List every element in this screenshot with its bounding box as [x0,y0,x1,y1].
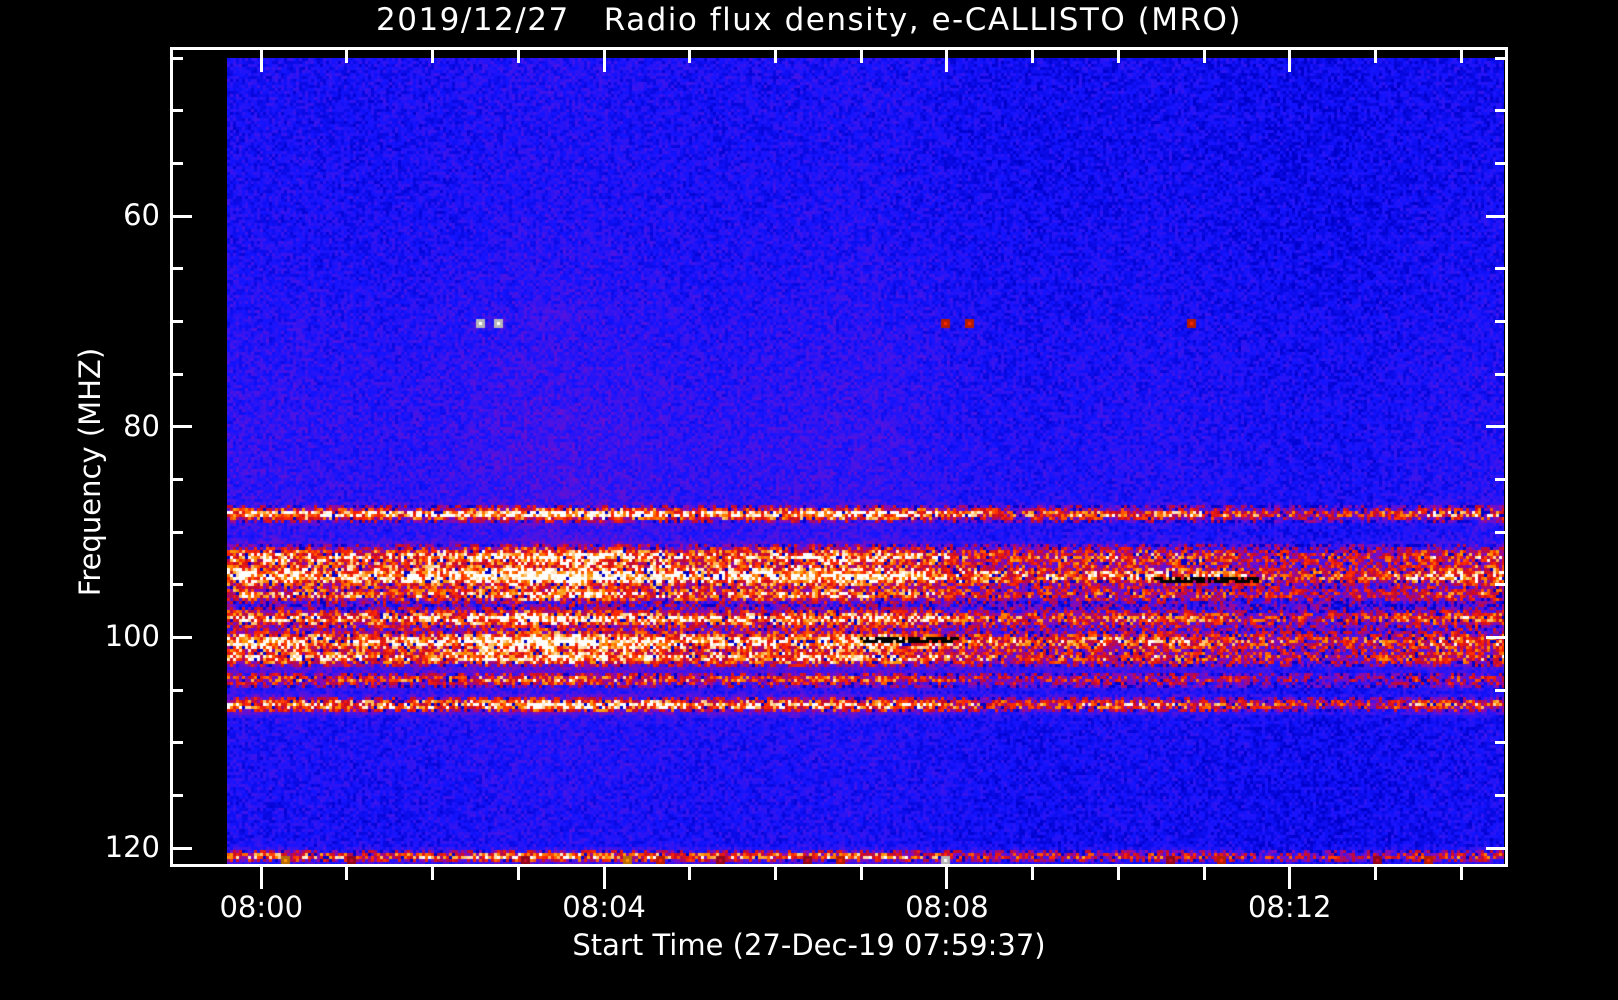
y-tick-right-120 [1486,846,1508,850]
x-tick-11 [1202,867,1206,880]
x-tick-top-6 [774,50,777,63]
x-tick-8 [945,867,949,889]
y-tick-right-80 [1486,425,1508,429]
y-tick-45 [170,56,183,60]
y-tick-right-110 [1495,741,1508,745]
x-tick-3 [516,867,520,880]
x-tick-top-9 [1031,50,1035,63]
y-tick-right-65 [1495,267,1508,271]
y-tick-55 [170,161,183,165]
x-tick-top-14 [1459,50,1463,63]
x-axis-title: Start Time (27-Dec-19 07:59:37) [572,928,1046,962]
y-tick-90 [170,530,183,534]
x-tick-top-11 [1202,50,1206,63]
y-tick-label-100: 100 [104,619,160,654]
x-tick-6 [774,867,777,880]
y-tick-right-90 [1495,530,1508,534]
y-tick-right-105 [1495,688,1508,692]
x-tick-top-10 [1116,50,1120,63]
y-axis-title: Frequency (MHZ) [73,347,107,597]
y-tick-105 [170,688,183,692]
y-tick-80 [170,425,192,429]
x-tick-top-5 [688,50,692,63]
y-tick-right-60 [1486,214,1508,218]
y-tick-95 [170,583,183,587]
x-tick-13 [1373,867,1377,880]
y-tick-right-75 [1495,372,1508,376]
y-tick-60 [170,214,192,218]
x-tick-14 [1459,867,1463,880]
x-tick-top-1 [345,50,349,63]
x-tick-top-3 [516,50,520,63]
x-tick-2 [431,867,435,880]
y-tick-right-115 [1495,794,1508,798]
y-tick-right-95 [1495,583,1508,587]
x-tick-label-08:08: 08:08 [905,890,989,924]
spectrogram-data-area [227,58,1504,864]
y-tick-label-60: 60 [123,198,160,233]
y-tick-right-50 [1495,109,1508,113]
x-tick-label-08:00: 08:00 [219,890,304,924]
x-tick-0 [259,867,263,889]
x-tick-top-2 [431,50,435,63]
x-tick-12 [1288,867,1292,889]
x-tick-top-0 [259,50,263,72]
y-tick-right-100 [1486,635,1508,639]
x-tick-5 [688,867,692,880]
y-tick-70 [170,319,183,323]
page-title: 2019/12/27 Radio flux density, e-CALLIST… [376,2,1242,38]
y-tick-75 [170,372,183,376]
x-tick-label-08:12: 08:12 [1247,890,1332,924]
spectrogram-canvas [227,58,1504,864]
y-tick-label-120: 120 [104,830,160,865]
x-tick-10 [1116,867,1120,880]
y-tick-120 [170,846,192,850]
x-tick-9 [1031,867,1035,880]
y-tick-110 [170,741,183,745]
y-tick-50 [170,109,183,113]
x-tick-7 [859,867,863,880]
y-tick-115 [170,794,183,798]
x-tick-4 [602,867,606,889]
y-tick-right-70 [1495,319,1508,323]
x-tick-top-8 [945,50,949,72]
y-tick-100 [170,635,192,639]
y-tick-right-55 [1495,161,1508,165]
x-tick-label-08:04: 08:04 [562,890,646,924]
x-tick-top-12 [1288,50,1292,72]
y-tick-right-85 [1495,477,1508,481]
y-tick-right-45 [1495,56,1508,60]
y-tick-label-80: 80 [123,408,160,443]
y-tick-65 [170,267,183,271]
x-tick-top-13 [1373,50,1377,63]
x-tick-top-7 [859,50,863,63]
x-tick-top-4 [602,50,606,72]
y-tick-85 [170,477,183,481]
x-tick-1 [345,867,349,880]
